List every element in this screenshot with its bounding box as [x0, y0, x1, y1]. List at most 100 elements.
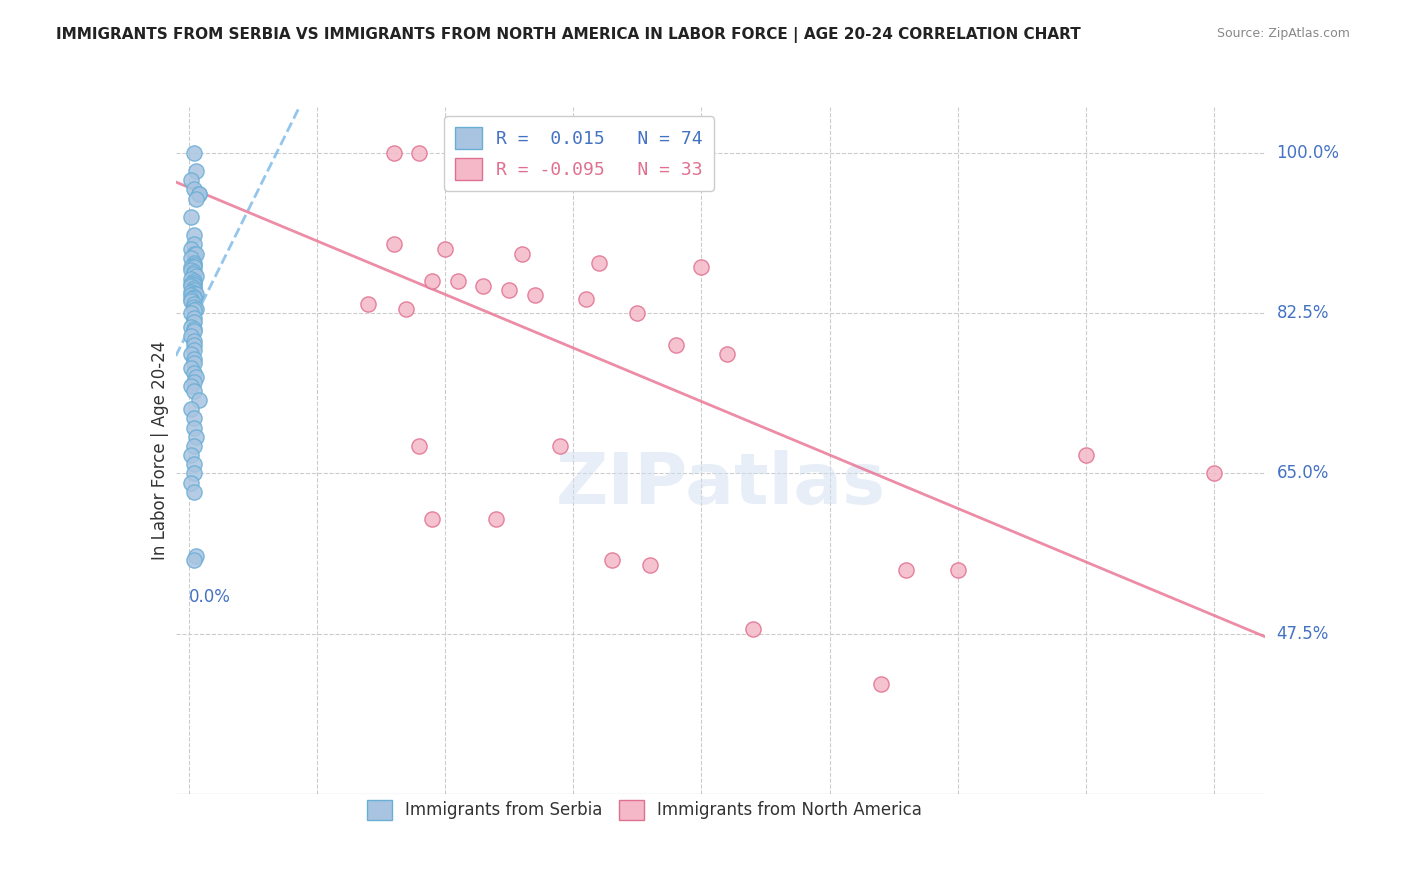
Point — [180, 347, 202, 361]
Point — [183, 182, 205, 196]
Point — [498, 283, 520, 297]
Point — [187, 187, 209, 202]
Point — [716, 347, 738, 361]
Point — [180, 402, 202, 417]
Point — [869, 677, 891, 691]
Point — [183, 439, 205, 453]
Point — [472, 278, 495, 293]
Point — [183, 321, 205, 335]
Point — [183, 484, 205, 499]
Point — [183, 375, 205, 389]
Point — [183, 277, 205, 292]
Point — [946, 562, 969, 576]
Point — [186, 286, 208, 301]
Point — [187, 393, 209, 408]
Point — [183, 274, 205, 288]
Point — [183, 228, 205, 243]
Point — [183, 343, 205, 357]
Point — [183, 351, 205, 366]
Point — [186, 246, 208, 260]
Point — [626, 306, 648, 320]
Point — [485, 512, 508, 526]
Point — [180, 329, 202, 343]
Point — [690, 260, 713, 275]
Point — [180, 251, 202, 265]
Point — [187, 187, 209, 202]
Point — [183, 285, 205, 300]
Point — [180, 319, 202, 334]
Point — [665, 338, 688, 352]
Point — [180, 173, 202, 187]
Point — [536, 150, 558, 164]
Point — [183, 246, 205, 260]
Point — [183, 267, 205, 281]
Point — [183, 411, 205, 425]
Text: 65.0%: 65.0% — [1277, 465, 1329, 483]
Text: ZIPatlas: ZIPatlas — [555, 450, 886, 519]
Point — [600, 553, 623, 567]
Point — [180, 379, 202, 393]
Point — [408, 439, 430, 453]
Point — [183, 467, 205, 481]
Point — [433, 242, 456, 256]
Point — [741, 622, 763, 636]
Point — [180, 242, 202, 256]
Point — [183, 276, 205, 290]
Point — [183, 290, 205, 304]
Point — [588, 256, 610, 270]
Point — [447, 274, 470, 288]
Point — [420, 274, 443, 288]
Point — [180, 448, 202, 462]
Point — [183, 338, 205, 352]
Point — [180, 293, 202, 307]
Point — [183, 553, 205, 567]
Point — [186, 370, 208, 384]
Point — [180, 294, 202, 309]
Point — [180, 475, 202, 490]
Point — [183, 420, 205, 434]
Point — [382, 145, 405, 160]
Point — [183, 265, 205, 279]
Point — [183, 258, 205, 272]
Point — [485, 145, 508, 160]
Point — [183, 303, 205, 318]
Point — [180, 277, 202, 291]
Point — [395, 301, 418, 316]
Text: 100.0%: 100.0% — [1277, 144, 1340, 161]
Point — [186, 301, 208, 316]
Point — [183, 281, 205, 295]
Point — [183, 260, 205, 275]
Point — [180, 287, 202, 301]
Point — [180, 260, 202, 275]
Text: 0.0%: 0.0% — [188, 588, 231, 606]
Point — [186, 192, 208, 206]
Point — [183, 310, 205, 325]
Point — [460, 145, 482, 160]
Point — [420, 512, 443, 526]
Point — [186, 430, 208, 444]
Text: IMMIGRANTS FROM SERBIA VS IMMIGRANTS FROM NORTH AMERICA IN LABOR FORCE | AGE 20-: IMMIGRANTS FROM SERBIA VS IMMIGRANTS FRO… — [56, 27, 1081, 43]
Point — [575, 293, 598, 307]
Point — [180, 272, 202, 286]
Legend: Immigrants from Serbia, Immigrants from North America: Immigrants from Serbia, Immigrants from … — [360, 793, 929, 827]
Point — [896, 562, 918, 576]
Point — [183, 356, 205, 370]
Y-axis label: In Labor Force | Age 20-24: In Labor Force | Age 20-24 — [150, 341, 169, 560]
Text: 82.5%: 82.5% — [1277, 304, 1329, 322]
Point — [183, 297, 205, 311]
Point — [183, 315, 205, 329]
Point — [186, 269, 208, 284]
Point — [408, 145, 430, 160]
Point — [180, 285, 202, 299]
Point — [1204, 467, 1226, 481]
Point — [183, 237, 205, 252]
Point — [183, 366, 205, 380]
Point — [183, 291, 205, 305]
Point — [183, 300, 205, 314]
Point — [183, 256, 205, 270]
Point — [180, 263, 202, 277]
Point — [183, 325, 205, 339]
Point — [183, 384, 205, 398]
Point — [638, 558, 661, 572]
Text: 47.5%: 47.5% — [1277, 624, 1329, 642]
